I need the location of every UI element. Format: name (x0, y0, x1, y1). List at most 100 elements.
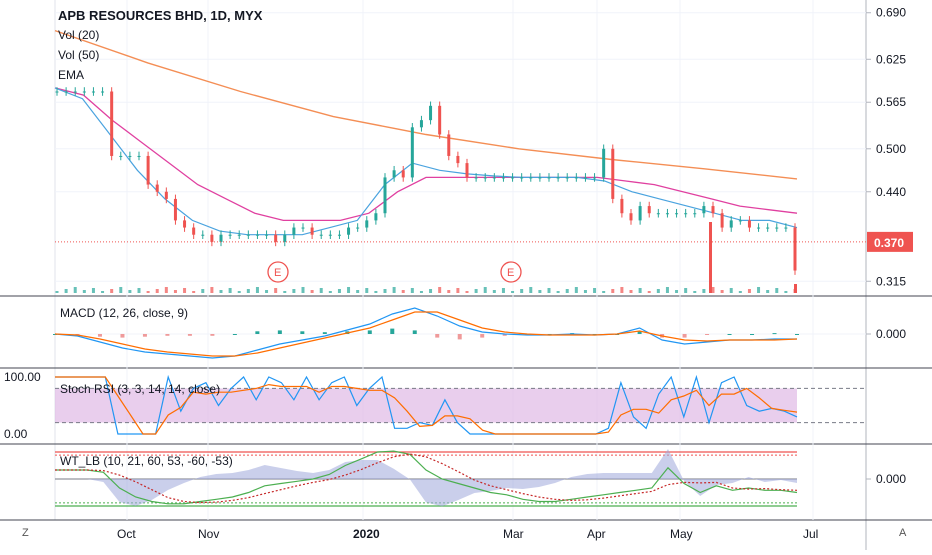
candle-body-51 (520, 177, 524, 179)
volume-bar-65 (647, 291, 651, 293)
volume-bar-42 (438, 287, 442, 293)
macd-tick-label: 0.000 (876, 327, 906, 341)
volume-bar-48 (492, 290, 496, 293)
volume-bar-57 (574, 287, 578, 293)
wt-pane-label[interactable]: WT_LB (10, 21, 60, 53, -60, -53) (60, 454, 233, 468)
volume-bar-6 (110, 289, 114, 293)
price-tick-label-3: 0.500 (876, 142, 906, 156)
time-tick-label-0: Oct (117, 527, 136, 541)
time-tick-label-1: Nov (198, 527, 219, 541)
candle-body-38 (401, 170, 405, 178)
macd-hist-11 (300, 331, 305, 334)
wt-diff-area (55, 449, 797, 507)
macd-hist-4 (142, 334, 147, 337)
volume-bar-68 (675, 290, 679, 293)
candle-body-16 (201, 234, 205, 236)
earnings-marker-1: E (507, 267, 514, 279)
candle-body-67 (665, 213, 669, 215)
candle-body-48 (492, 177, 496, 179)
volume-bar-3 (82, 290, 86, 293)
candle-body-2 (73, 91, 77, 93)
candle-body-3 (82, 91, 86, 93)
volume-bar-24 (274, 288, 278, 293)
candle-body-66 (656, 213, 660, 215)
study-ema[interactable]: EMA (58, 68, 85, 82)
candle-body-36 (383, 177, 387, 214)
volume-bar-58 (583, 290, 587, 293)
candle-body-62 (620, 198, 624, 214)
auto-scale-button[interactable]: A (899, 527, 907, 539)
volume-bar-9 (137, 288, 141, 293)
volume-bar-11 (155, 289, 159, 293)
macd-hist-6 (187, 334, 192, 336)
candle-body-50 (511, 177, 515, 179)
volume-bar-62 (620, 287, 624, 293)
volume-bar-15 (192, 291, 196, 293)
candle-body-22 (255, 234, 259, 236)
candle-body-30 (328, 234, 332, 236)
candle-body-72 (711, 206, 715, 214)
candle-body-80 (784, 227, 788, 229)
macd-hist-5 (165, 334, 170, 336)
macd-hist-8 (232, 334, 237, 335)
candle-body-45 (465, 163, 469, 178)
candle-body-40 (419, 120, 423, 128)
candle-body-57 (574, 177, 578, 179)
zoom-corner-button[interactable]: Z (22, 527, 29, 539)
volume-bar-76 (747, 289, 751, 293)
volume-bar-47 (483, 287, 487, 293)
macd-hist-12 (322, 332, 327, 334)
volume-bar-66 (656, 289, 660, 293)
candle-body-75 (738, 220, 742, 222)
macd-hist-20 (502, 334, 507, 336)
volume-bar-23 (265, 290, 269, 293)
candle-body-70 (693, 213, 697, 215)
candle-body-14 (183, 220, 187, 228)
macd-hist-28 (682, 334, 687, 338)
candle-body-58 (583, 177, 587, 179)
volume-bar-31 (337, 289, 341, 293)
volume-bar-77 (757, 287, 761, 293)
price-tick-label-5: 0.315 (876, 274, 906, 288)
candle-body-28 (310, 227, 314, 235)
volume-bar-61 (611, 289, 615, 293)
volume-bar-10 (146, 291, 150, 293)
macd-hist-26 (637, 331, 642, 334)
candle-body-52 (529, 177, 533, 179)
ema-fast-line (54, 87, 798, 236)
candle-body-43 (447, 134, 451, 156)
last-price-badge (867, 231, 913, 252)
volume-bar-21 (246, 289, 250, 293)
wt2-line (55, 453, 798, 504)
stoch-pane-label[interactable]: Stoch RSI (3, 3, 14, 14, close) (60, 382, 221, 396)
study-vol-20[interactable]: Vol (20) (58, 28, 100, 42)
candle-body-53 (538, 177, 542, 179)
earnings-marker-0: E (274, 267, 281, 279)
macd-hist-31 (750, 334, 755, 335)
wt-tick-label: 0.000 (876, 472, 906, 486)
candle-body-64 (638, 206, 642, 221)
volume-bar-18 (219, 290, 223, 293)
candle-body-31 (337, 234, 341, 236)
volume-bar-16 (201, 289, 205, 293)
candle-body-56 (565, 177, 569, 179)
volume-bar-74 (729, 288, 733, 293)
volume-bar-53 (538, 290, 542, 293)
macd-pane-label[interactable]: MACD (12, 26, close, 9) (60, 306, 189, 320)
candle-body-20 (237, 234, 241, 236)
volume-bar-69 (684, 288, 688, 293)
volume-bar-51 (520, 289, 524, 293)
price-tick-label-2: 0.565 (876, 95, 906, 109)
volume-bar-56 (565, 289, 569, 293)
last-price-label: 0.370 (874, 236, 904, 250)
volume-bar-55 (556, 291, 560, 293)
candle-body-68 (675, 213, 679, 215)
candle-body-78 (766, 227, 770, 229)
candle-body-76 (747, 220, 751, 228)
volume-bar-32 (347, 287, 351, 293)
volume-bar-30 (328, 291, 332, 293)
volume-bar-54 (547, 288, 551, 293)
study-vol-50[interactable]: Vol (50) (58, 48, 100, 62)
macd-hist-19 (480, 334, 485, 338)
